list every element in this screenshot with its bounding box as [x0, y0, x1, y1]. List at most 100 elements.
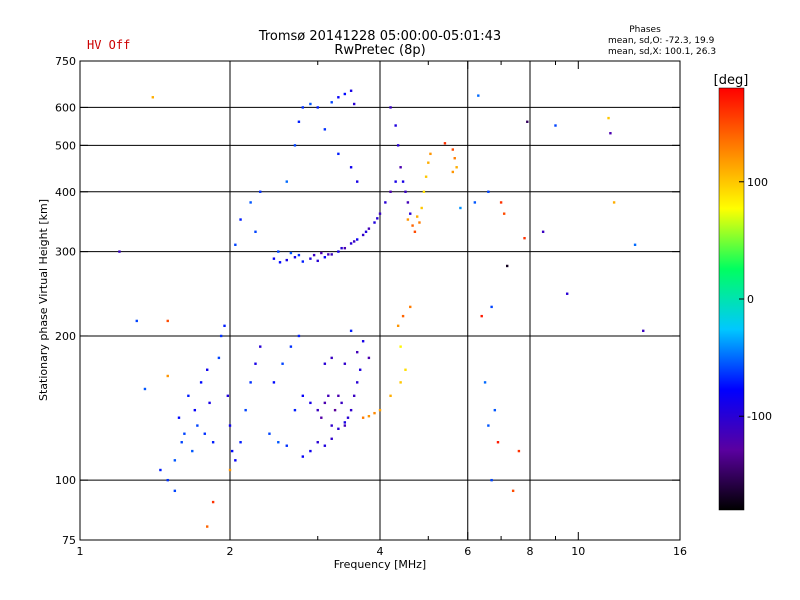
status-label: HV Off — [87, 38, 130, 52]
data-point — [352, 240, 356, 243]
data-point — [352, 394, 356, 398]
data-point — [249, 381, 252, 384]
data-point — [272, 257, 276, 260]
data-point — [451, 148, 455, 151]
data-point — [301, 455, 305, 458]
data-point — [316, 106, 319, 109]
data-point — [228, 424, 232, 427]
data-point — [166, 374, 169, 378]
x-axis-label: Frequency [MHz] — [334, 558, 426, 571]
data-point — [355, 350, 359, 354]
data-point — [228, 468, 232, 472]
data-point — [285, 444, 288, 447]
data-point — [309, 257, 312, 260]
data-point — [180, 441, 183, 444]
data-point — [320, 251, 323, 255]
data-point — [411, 224, 414, 227]
data-point — [409, 212, 412, 215]
data-point — [554, 124, 557, 127]
data-point — [373, 221, 376, 224]
data-point — [406, 218, 410, 221]
data-point — [422, 190, 426, 193]
data-point — [320, 416, 323, 419]
data-point — [249, 201, 252, 204]
data-point — [364, 230, 368, 233]
data-point — [244, 408, 247, 412]
data-point — [211, 441, 215, 444]
data-point — [367, 414, 371, 418]
data-point — [361, 416, 365, 419]
data-point — [496, 441, 500, 444]
data-point — [289, 345, 293, 348]
y-tick-label: 750 — [55, 55, 76, 68]
data-point — [499, 201, 503, 204]
data-point — [565, 292, 569, 295]
data-point — [355, 180, 359, 183]
data-point — [268, 432, 271, 435]
data-point — [373, 411, 376, 415]
data-point — [234, 459, 237, 462]
data-point — [285, 258, 288, 262]
data-point — [399, 345, 402, 348]
y-tick-label: 600 — [55, 101, 76, 114]
data-point — [277, 441, 280, 444]
colorbar-label: [deg] — [714, 73, 749, 88]
data-point — [337, 394, 340, 398]
data-point — [323, 401, 327, 405]
data-point — [337, 427, 340, 431]
plot-grid — [80, 61, 680, 540]
data-point — [493, 408, 497, 412]
data-point — [293, 256, 297, 259]
data-point — [297, 120, 301, 123]
data-point — [151, 96, 155, 99]
data-point — [406, 201, 410, 204]
data-point — [301, 394, 305, 398]
data-point — [378, 212, 382, 215]
data-point — [349, 329, 353, 333]
data-point — [333, 408, 337, 412]
data-point — [337, 250, 340, 253]
data-point — [505, 264, 509, 268]
data-point — [173, 459, 177, 462]
data-point — [337, 152, 340, 156]
data-point — [517, 449, 521, 453]
data-point — [223, 324, 226, 328]
data-point — [340, 401, 343, 405]
colorbar-tick-label: -100 — [747, 410, 772, 423]
data-point — [480, 314, 483, 318]
data-point — [355, 238, 359, 241]
data-point — [289, 251, 293, 255]
stats-title: Phases — [629, 25, 661, 35]
data-point — [278, 261, 282, 264]
data-point — [217, 356, 221, 360]
data-point — [361, 233, 365, 237]
data-point — [358, 368, 362, 371]
data-point — [293, 144, 297, 147]
data-point — [399, 166, 402, 169]
data-point — [239, 218, 242, 221]
data-point — [459, 206, 462, 210]
data-point — [323, 128, 327, 131]
data-point — [378, 408, 382, 412]
data-point — [293, 408, 297, 412]
data-point — [191, 449, 194, 453]
data-point — [166, 319, 169, 323]
data-point — [309, 401, 312, 405]
y-tick-label: 500 — [55, 139, 76, 152]
data-point — [427, 161, 430, 164]
y-tick-label: 100 — [55, 474, 76, 487]
data-point — [330, 101, 333, 104]
data-point — [285, 180, 288, 183]
data-point — [404, 368, 407, 371]
data-point — [323, 256, 327, 259]
x-tick-label: 2 — [227, 545, 234, 558]
chart-subtitle: RwPretec (8p) — [334, 43, 425, 58]
data-point — [159, 468, 162, 472]
data-point — [118, 250, 121, 253]
data-point — [277, 250, 280, 253]
data-point — [343, 424, 347, 427]
data-point — [327, 253, 330, 256]
data-point — [297, 253, 301, 257]
data-point — [376, 217, 379, 220]
data-point — [330, 437, 333, 440]
